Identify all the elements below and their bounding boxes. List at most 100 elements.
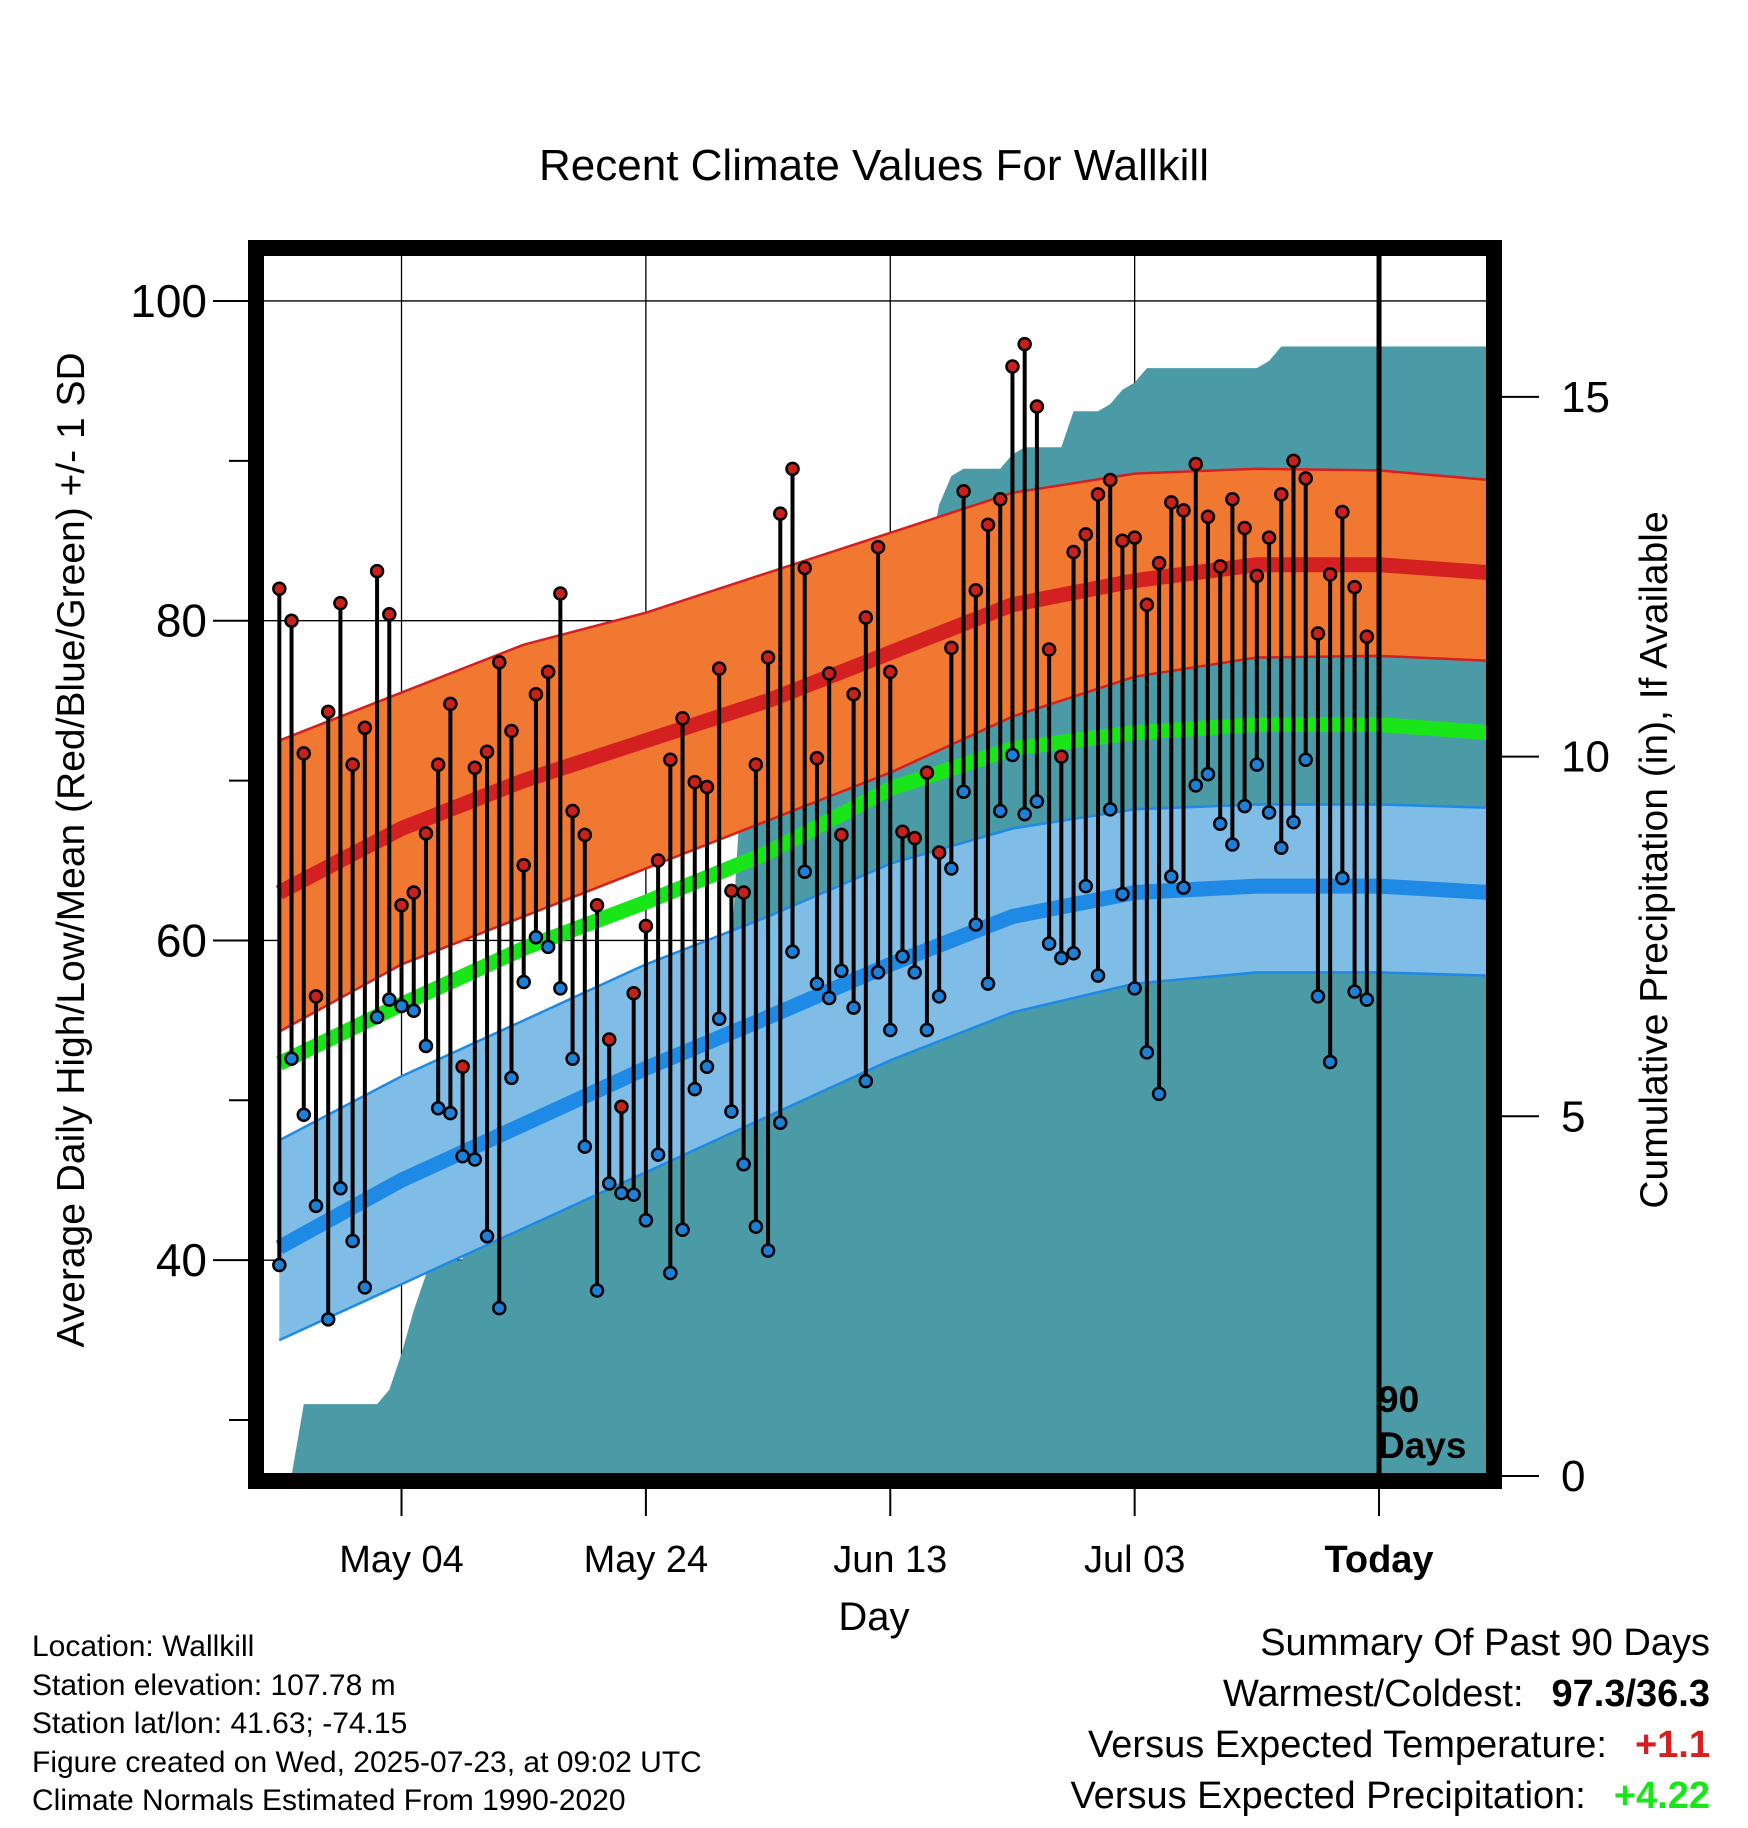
daily-high-point [589, 898, 605, 913]
y-tick-label: 80 [156, 595, 207, 647]
daily-high-point [430, 757, 446, 772]
daily-low-point [797, 864, 812, 879]
summary-warmest-row: Warmest/Coldest: 97.3/36.3 [1070, 1669, 1710, 1720]
daily-low-point [369, 1009, 385, 1025]
daily-high-point [1102, 472, 1118, 488]
daily-high-point [1274, 487, 1289, 502]
daily-high-point [1249, 568, 1265, 584]
daily-low-point [1310, 989, 1326, 1004]
today-days-label-line2: Days [1378, 1425, 1466, 1466]
daily-high-point [1115, 533, 1130, 549]
daily-high-point [650, 853, 666, 868]
daily-high-point [638, 918, 654, 934]
daily-low-point [1249, 757, 1265, 772]
daily-low-point [1274, 840, 1289, 855]
daily-low-point [919, 1022, 935, 1038]
daily-high-point [980, 517, 996, 533]
daily-high-point [296, 746, 312, 761]
daily-low-point [1347, 984, 1362, 999]
daily-low-point [565, 1051, 580, 1066]
daily-low-point [931, 989, 947, 1004]
daily-low-point [272, 1257, 287, 1273]
daily-low-point [394, 998, 409, 1014]
daily-high-point [687, 774, 703, 790]
high-upper-edge [278, 467, 1489, 742]
daily-low-point [589, 1283, 605, 1298]
daily-high-point [467, 760, 483, 776]
daily-high-point [883, 664, 898, 680]
daily-low-point [809, 976, 825, 991]
daily-high-point [1225, 491, 1240, 507]
daily-high-point [540, 664, 556, 680]
daily-low-point [1066, 945, 1081, 961]
daily-low-point [907, 965, 922, 980]
daily-high-point [992, 491, 1008, 507]
daily-high-point [1212, 559, 1228, 574]
temp-label: Versus Expected Temperature: [1088, 1724, 1607, 1766]
daily-low-point [1078, 878, 1094, 894]
daily-low-point [1261, 805, 1277, 820]
daily-high-point [1200, 509, 1216, 525]
daily-low-point [724, 1104, 739, 1119]
x-tick-label: May 04 [339, 1539, 464, 1581]
daily-high-point [1054, 749, 1069, 764]
chart-title: Recent Climate Values For Wallkill [539, 141, 1209, 190]
daily-high-point [1335, 504, 1350, 520]
daily-low-point [443, 1105, 458, 1121]
daily-low-point [308, 1198, 324, 1214]
daily-high-point [809, 750, 825, 766]
daily-high-point [834, 827, 849, 843]
daily-low-point [858, 1073, 874, 1089]
daily-low-point [1139, 1045, 1155, 1060]
daily-low-point [1286, 814, 1301, 830]
daily-high-point [1005, 359, 1020, 374]
location-text: Location: Wallkill [32, 1630, 255, 1663]
daily-high-point [601, 1032, 617, 1047]
daily-high-point [956, 483, 971, 499]
y2-tick-label: 10 [1561, 733, 1610, 782]
axes: 40 60 80 100 0 5 10 15 May 04 May 24 Jun 13 Jul 03 T… [130, 275, 1610, 1581]
daily-low-point [430, 1101, 446, 1116]
daily-high-point [1139, 597, 1155, 612]
daily-high-point [394, 898, 409, 913]
y2-axis-label: Cumulative Precipitation (in), If Availa… [1633, 511, 1676, 1208]
daily-high-point [1127, 530, 1142, 545]
low-sd-band [279, 804, 1489, 1341]
daily-low-point [345, 1233, 360, 1249]
daily-high-point [1041, 642, 1057, 657]
created-text: Figure created on Wed, 2025-07-23, at 09… [32, 1745, 702, 1779]
daily-low-point [553, 981, 568, 996]
daily-high-point [1347, 579, 1362, 595]
plot-border [248, 240, 1502, 1489]
daily-high-point [357, 720, 373, 736]
daily-high-point [418, 826, 434, 841]
daily-low-point [1225, 837, 1240, 852]
daily-low-point [675, 1222, 690, 1238]
daily-high-point [406, 885, 421, 900]
daily-low-point [1127, 981, 1142, 996]
today-days-label-line1: 90 [1378, 1379, 1419, 1420]
daily-high-point [919, 765, 935, 780]
daily-low-point [895, 949, 910, 964]
daily-high-point [553, 586, 568, 601]
daily-low-point [614, 1185, 629, 1201]
y2-tick-label: 0 [1561, 1452, 1585, 1501]
daily-low-point [1176, 880, 1191, 895]
daily-high-point [1237, 520, 1252, 536]
daily-high-point [1151, 555, 1167, 571]
daily-low-point [1335, 870, 1350, 886]
y-axis-label: Average Daily High/Low/Mean (Red/Blue/Gr… [50, 352, 93, 1347]
daily-high-point [736, 885, 751, 900]
y-tick-label: 60 [156, 914, 207, 966]
daily-high-point [931, 845, 947, 860]
daily-low-point [1041, 936, 1057, 951]
daily-low-point [1017, 806, 1032, 822]
daily-low-point [406, 1003, 421, 1019]
daily-low-point [834, 963, 849, 979]
x-axis-label: Day [838, 1595, 909, 1639]
daily-low-point [992, 803, 1008, 819]
daily-high-point [773, 506, 788, 521]
warmest-label: Warmest/Coldest: [1222, 1673, 1524, 1715]
daily-high-point [1176, 503, 1191, 518]
daily-high-point [1359, 629, 1375, 644]
